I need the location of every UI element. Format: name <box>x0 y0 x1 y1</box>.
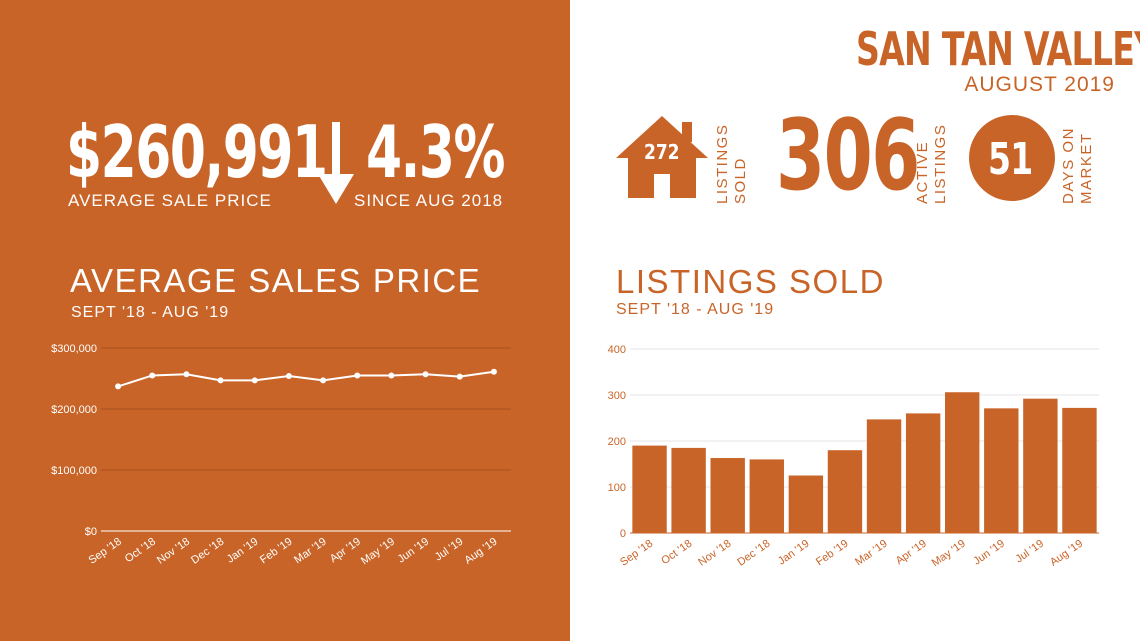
x-tick-label: Dec '18 <box>735 538 772 569</box>
x-tick-label: Jul '19 <box>1013 538 1046 566</box>
arrow-down-icon <box>318 122 354 204</box>
house-icon <box>616 116 708 198</box>
x-tick-label: Sep '18 <box>618 538 655 569</box>
x-tick-label: Mar '19 <box>292 536 329 567</box>
x-tick-label: Aug '19 <box>462 536 499 567</box>
x-tick-label: Dec '18 <box>189 536 226 567</box>
data-point <box>285 373 292 380</box>
average-price-value: $260,991 <box>66 110 328 194</box>
x-tick-label: Jan '19 <box>225 536 261 566</box>
x-tick-label: Jan '19 <box>776 538 812 568</box>
active-listings-value: 306 <box>776 99 920 213</box>
bar-chart-title: LISTINGS SOLD <box>616 263 885 300</box>
y-tick-label: $100,000 <box>51 465 97 477</box>
x-tick-label: Sep '18 <box>87 536 124 567</box>
x-tick-label: Aug '19 <box>1048 538 1085 569</box>
line-chart-subtitle: SEPT '18 - AUG '19 <box>71 304 230 321</box>
period-subtitle: AUGUST 2019 <box>964 73 1115 96</box>
data-point <box>388 372 395 379</box>
data-point <box>456 373 463 380</box>
series-line <box>117 370 495 388</box>
bar <box>984 408 1019 533</box>
circle-badge-icon <box>969 115 1055 201</box>
x-tick-label: Oct '18 <box>659 538 694 568</box>
listings-sold-value: 272 <box>644 140 680 164</box>
bar <box>1062 407 1097 533</box>
x-tick-label: May '19 <box>359 536 397 568</box>
y-tick-label: 100 <box>608 482 626 494</box>
active-listings-label-line1: ACTIVE <box>914 140 931 204</box>
data-point <box>183 371 190 378</box>
listings-sold-label: LISTINGS SOLD <box>714 118 774 208</box>
days-on-market-label: DAYS ON MARKET <box>1060 118 1120 208</box>
bar <box>671 447 706 533</box>
data-point <box>251 377 258 384</box>
bar <box>827 450 863 533</box>
data-point <box>320 377 327 384</box>
x-tick-label: Jun '19 <box>971 538 1007 568</box>
listings-sold-label-line2: SOLD <box>732 157 749 204</box>
bar <box>632 445 667 533</box>
listings-sold-label-line1: LISTINGS <box>714 123 731 204</box>
bar-chart-subtitle: SEPT '18 - AUG '19 <box>616 301 775 318</box>
x-tick-label: Feb '19 <box>258 536 295 567</box>
days-on-market-value: 51 <box>988 134 1033 185</box>
data-point <box>217 377 224 384</box>
x-tick-label: Mar '19 <box>853 538 890 569</box>
y-tick-label: $200,000 <box>51 404 97 416</box>
x-tick-label: Apr '19 <box>328 536 363 566</box>
x-tick-label: May '19 <box>930 538 968 570</box>
change-percent-label: SINCE AUG 2018 <box>354 191 504 210</box>
y-tick-label: 300 <box>608 390 626 402</box>
bar <box>749 459 784 533</box>
left-panel: $260,991 AVERAGE SALE PRICE 4.3% SINCE A… <box>0 0 570 641</box>
data-point <box>149 372 156 379</box>
bar <box>1023 398 1058 533</box>
bar <box>710 458 745 533</box>
days-on-market-label-line2: MARKET <box>1078 132 1095 204</box>
bar <box>788 475 824 533</box>
data-point <box>422 371 429 378</box>
data-point <box>354 372 361 379</box>
x-tick-label: Oct '18 <box>123 536 158 566</box>
y-tick-label: $300,000 <box>51 343 97 355</box>
y-tick-label: $0 <box>85 526 97 538</box>
x-tick-label: Jun '19 <box>396 536 432 566</box>
bar <box>945 392 980 533</box>
data-point <box>490 368 497 375</box>
bar <box>905 413 941 533</box>
change-percent-value: 4.3% <box>366 110 505 194</box>
active-listings-label-line2: LISTINGS <box>932 123 949 204</box>
x-tick-label: Feb '19 <box>814 538 851 569</box>
x-tick-label: Nov '18 <box>696 538 733 569</box>
average-price-label: AVERAGE SALE PRICE <box>68 191 272 210</box>
y-tick-label: 200 <box>608 436 626 448</box>
city-title: SAN TAN VALLEY <box>856 22 1140 76</box>
bar-chart: 0 100 200 300 400 Sep '18 Oct '18 Nov '18 Dec '1… <box>608 344 1099 570</box>
line-chart-title: AVERAGE SALES PRICE <box>70 262 482 299</box>
y-tick-label: 0 <box>620 528 626 540</box>
right-panel: SAN TAN VALLEY AUGUST 2019 272 LISTINGS … <box>570 0 1140 641</box>
days-on-market-label-line1: DAYS ON <box>1060 127 1077 204</box>
x-tick-label: Jul '19 <box>433 536 466 564</box>
active-listings-label: ACTIVE LISTINGS <box>914 118 974 208</box>
x-tick-label: Nov '18 <box>155 536 192 567</box>
bar <box>866 419 902 533</box>
data-point <box>115 383 122 390</box>
line-chart: $0 $100,000 $200,000 $300,000 Sep '18 Oct '18… <box>51 343 511 568</box>
y-tick-label: 400 <box>608 344 626 356</box>
x-tick-label: Apr '19 <box>894 538 929 568</box>
